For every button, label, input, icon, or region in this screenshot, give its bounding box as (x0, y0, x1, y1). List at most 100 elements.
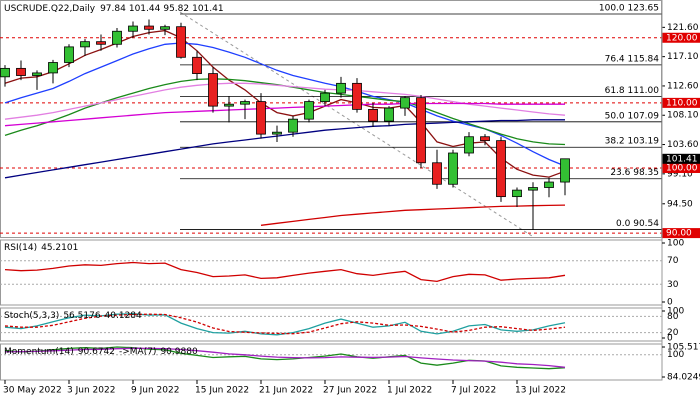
candle-body (96, 41, 106, 45)
y-tick-label: 117.10 (667, 52, 699, 62)
candle-body (208, 73, 218, 107)
candle-body (384, 107, 394, 122)
indicator-header: RSI(14) 45.2101 (4, 243, 78, 253)
candle-body (80, 41, 90, 48)
y-tick-label: 0 (667, 334, 673, 344)
indicator-line (4, 313, 566, 336)
open: 97.84 (100, 4, 126, 14)
candle-body (0, 67, 10, 78)
y-tick-label: 20 (667, 328, 679, 338)
y-tick-label: 30 (667, 280, 679, 290)
y-tick-label: 94.50 (667, 199, 693, 209)
candle-body (176, 26, 186, 58)
candle-body (112, 30, 122, 45)
price-box (662, 153, 700, 164)
level-box-label: 120.00 (666, 33, 698, 43)
indicator-title: RSI(14) (4, 243, 37, 253)
indicator-header: Momentum(14) 90.6742 ->MA(7) 90.9880 (4, 347, 198, 357)
x-tick-label: 1 Jul 2022 (387, 386, 432, 396)
candle-body (320, 92, 330, 102)
indicator-frame (0, 239, 663, 306)
x-tick-label: 21 Jun 2022 (259, 386, 313, 396)
candle-body (288, 118, 298, 133)
moving-average (4, 42, 566, 167)
indicator-value: 40.1284 (105, 311, 142, 321)
x-tick-label: 3 Jun 2022 (67, 386, 115, 396)
candle-body (224, 103, 234, 107)
x-tick-label: 27 Jun 2022 (323, 386, 377, 396)
candle-body (560, 158, 570, 183)
candle-body (400, 97, 410, 109)
indicator-title: Stoch(5,3,3) (4, 311, 59, 321)
x-tick-label: 13 Jul 2022 (515, 386, 566, 396)
level-box-label: 90.00 (666, 229, 692, 239)
x-tick-label: 15 Jun 2022 (195, 386, 249, 396)
candle-body (336, 82, 346, 94)
indicator-title: Momentum(14) (4, 347, 74, 357)
moving-average (4, 119, 565, 179)
candle-body (528, 187, 538, 191)
y-tick-label: 0 (667, 298, 673, 308)
candle-body (240, 101, 250, 105)
symbol: USCRUDE.Q22,Daily (4, 4, 96, 14)
candle-body (416, 97, 426, 164)
candle-body (48, 62, 58, 74)
fib-label: 0.0 90.54 (616, 219, 659, 229)
candle-body (448, 152, 458, 185)
candle-body (32, 72, 42, 76)
candle-body (160, 26, 170, 30)
candle-body (480, 136, 490, 142)
level-box-label: 100.00 (666, 163, 698, 173)
y-tick-label: 108.10 (667, 111, 699, 121)
y-tick-label: 99.10 (667, 169, 693, 179)
candle-body (256, 101, 266, 135)
y-tick-label: 84.0249 (667, 373, 700, 383)
indicator-line (4, 313, 566, 335)
candle-body (512, 189, 522, 198)
level-box (662, 32, 700, 43)
indicator-value: 45.2101 (41, 243, 78, 253)
level-box-label: 110.00 (666, 98, 698, 108)
close: 101.41 (192, 4, 224, 14)
fib-label: 50.0 107.09 (605, 111, 660, 121)
candle-body (128, 25, 138, 32)
candle-body (544, 181, 554, 188)
y-tick-label: 70 (667, 256, 679, 266)
fib-label: 23.6 98.35 (610, 168, 659, 178)
high: 101.44 (129, 4, 161, 14)
indicator-frame (0, 343, 663, 381)
candle-body (464, 136, 474, 154)
y-tick-label: 100 (667, 307, 684, 317)
candle-body (272, 131, 282, 135)
candle-body (352, 82, 362, 110)
candle-body (304, 101, 314, 120)
low: 95.82 (163, 4, 189, 14)
x-tick-label: 9 Jun 2022 (131, 386, 179, 396)
candle-body (432, 162, 442, 185)
x-tick-label: 7 Jul 2022 (451, 386, 496, 396)
candle-body (192, 56, 202, 74)
moving-average (260, 204, 566, 226)
y-tick-label: 100 (667, 239, 684, 249)
indicator-line (4, 261, 566, 283)
indicator-frame (0, 307, 663, 342)
fib-label: 100.0 123.65 (599, 3, 659, 13)
level-box (662, 228, 700, 239)
fib-label: 76.4 115.84 (605, 54, 660, 64)
fib-label: 61.8 111.00 (605, 86, 660, 96)
indicator-series-name: ->MA(7) (119, 347, 156, 357)
y-tick-label: 80 (667, 312, 679, 322)
price-label: 101.41 (666, 154, 698, 164)
fib-label: 38.2 103.19 (605, 137, 660, 147)
x-tick-label: 30 May 2022 (3, 386, 62, 396)
indicator-value: 90.6742 (78, 347, 115, 357)
moving-average (4, 102, 565, 127)
indicator-value: 90.9880 (160, 347, 197, 357)
y-tick-label: 105.5179 (667, 343, 700, 353)
moving-average (4, 82, 566, 120)
indicator-line (4, 347, 566, 368)
level-box (662, 162, 700, 173)
